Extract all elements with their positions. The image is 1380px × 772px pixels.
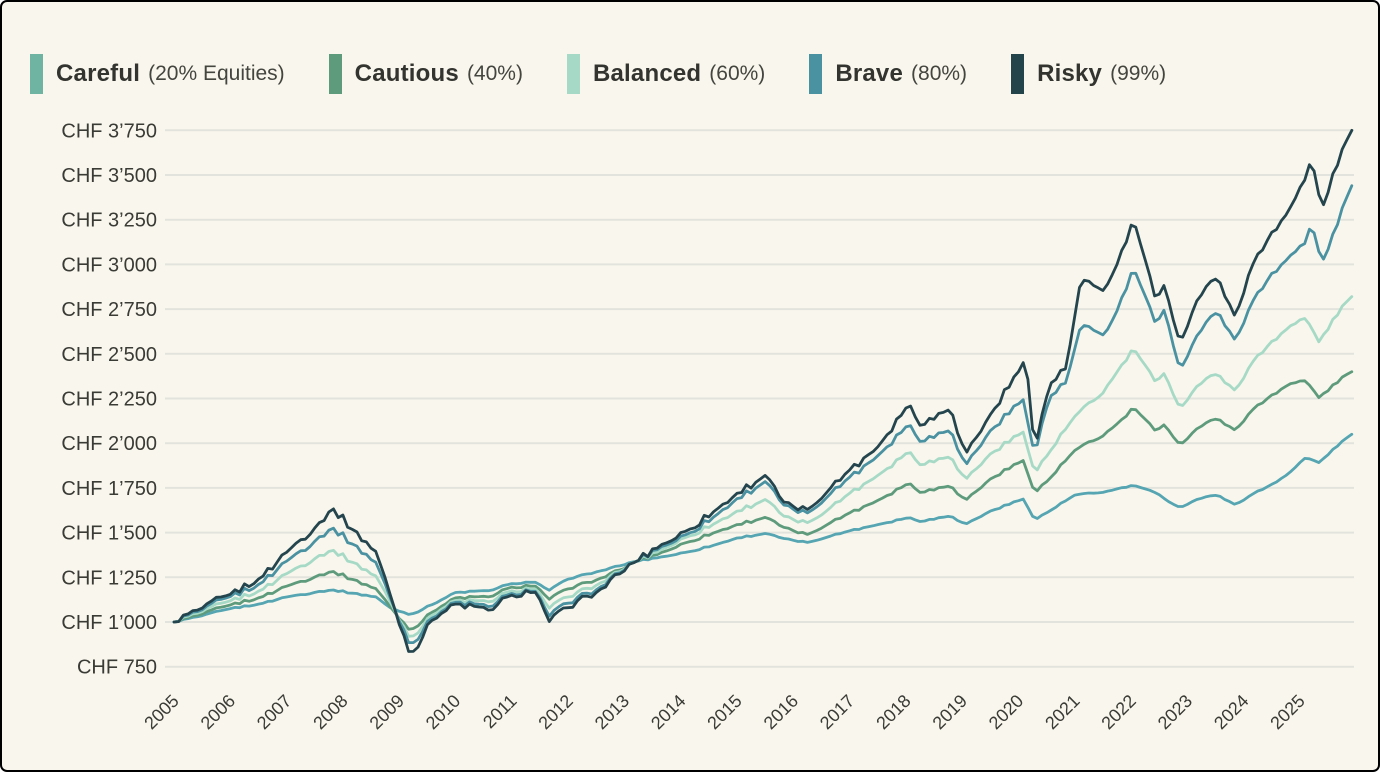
x-axis-label: 2020 — [985, 691, 1027, 733]
legend-item-balanced[interactable]: Balanced (60%) — [566, 54, 766, 94]
y-axis-label: CHF 3’750 — [61, 120, 157, 142]
x-axis-labels: 2005 2006 2007 2008 2009 2010 2011 2012 2013 2014… — [140, 691, 1308, 733]
y-axis-labels: CHF 3’750 CHF 3’500 CHF 3’250 CHF 3’000 CHF … — [61, 120, 157, 678]
x-axis-label: 2008 — [309, 691, 351, 733]
legend-label: Cautious — [354, 60, 459, 87]
legend-item-risky[interactable]: Risky (99%) — [1011, 54, 1166, 94]
x-axis-label: 2015 — [703, 691, 745, 733]
series-line-careful — [172, 432, 1354, 624]
legend-label: Risky — [1037, 60, 1103, 87]
legend-item-cautious[interactable]: Cautious (40%) — [328, 54, 523, 94]
legend-item-careful[interactable]: Careful (20% Equities) — [30, 54, 285, 94]
y-axis-label: CHF 1’250 — [61, 567, 157, 589]
y-axis-label: CHF 1’750 — [61, 478, 157, 500]
legend-detail: (99%) — [1110, 62, 1167, 85]
y-axis-label: CHF 3’250 — [61, 210, 157, 232]
x-axis-label: 2024 — [1210, 691, 1252, 733]
legend-swatch-icon — [566, 54, 580, 94]
x-axis-label: 2022 — [1097, 691, 1139, 733]
x-axis-label: 2025 — [1266, 691, 1308, 733]
series-line-cautious — [172, 370, 1354, 631]
y-axis-label: CHF 1’000 — [61, 612, 157, 634]
legend-swatch-icon — [30, 54, 43, 94]
y-axis-label: CHF 2’500 — [61, 344, 157, 366]
x-axis-label: 2019 — [929, 691, 971, 733]
x-axis-label: 2017 — [816, 691, 858, 733]
y-axis-label: CHF 3’500 — [61, 165, 157, 187]
legend-swatch-icon — [328, 54, 342, 94]
legend-swatch-icon — [809, 54, 823, 94]
series-line-brave — [172, 184, 1354, 644]
x-axis-label: 2018 — [872, 691, 914, 733]
legend-swatch-icon — [1011, 54, 1025, 94]
gridlines — [165, 129, 1354, 668]
x-axis-label: 2010 — [422, 691, 464, 733]
x-axis-label: 2007 — [253, 691, 295, 733]
x-axis-label: 2006 — [197, 691, 239, 733]
y-axis-label: CHF 3’000 — [61, 254, 157, 276]
x-axis-label: 2012 — [534, 691, 576, 733]
x-axis-label: 2005 — [140, 691, 182, 733]
legend-detail: (20% Equities) — [148, 62, 285, 85]
x-axis-label: 2016 — [760, 691, 802, 733]
legend-detail: (80%) — [911, 62, 968, 85]
legend-item-brave[interactable]: Brave (80%) — [809, 54, 967, 94]
chart-legend: Careful (20% Equities) Cautious (40%) Balanc… — [30, 54, 1368, 94]
x-axis-label: 2014 — [647, 691, 689, 733]
y-axis-label: CHF 1’500 — [61, 523, 157, 545]
series-line-balanced — [172, 295, 1354, 638]
legend-label: Careful — [56, 60, 141, 87]
x-axis-label: 2021 — [1041, 691, 1083, 733]
legend-detail: (60%) — [709, 62, 766, 85]
x-axis-label: 2011 — [479, 691, 521, 733]
legend-label: Balanced — [592, 60, 702, 87]
y-axis-label: CHF 2’750 — [61, 299, 157, 321]
x-axis-label: 2023 — [1154, 691, 1196, 733]
x-axis-label: 2009 — [366, 691, 408, 733]
series-lines — [172, 128, 1354, 653]
legend-detail: (40%) — [466, 62, 523, 85]
y-axis-label: CHF 2’000 — [61, 433, 157, 455]
series-line-risky — [172, 128, 1354, 653]
legend-label: Brave — [835, 60, 904, 87]
x-axis-label: 2013 — [591, 691, 633, 733]
y-axis-label: CHF 750 — [77, 657, 157, 679]
y-axis-label: CHF 2’250 — [61, 389, 157, 411]
